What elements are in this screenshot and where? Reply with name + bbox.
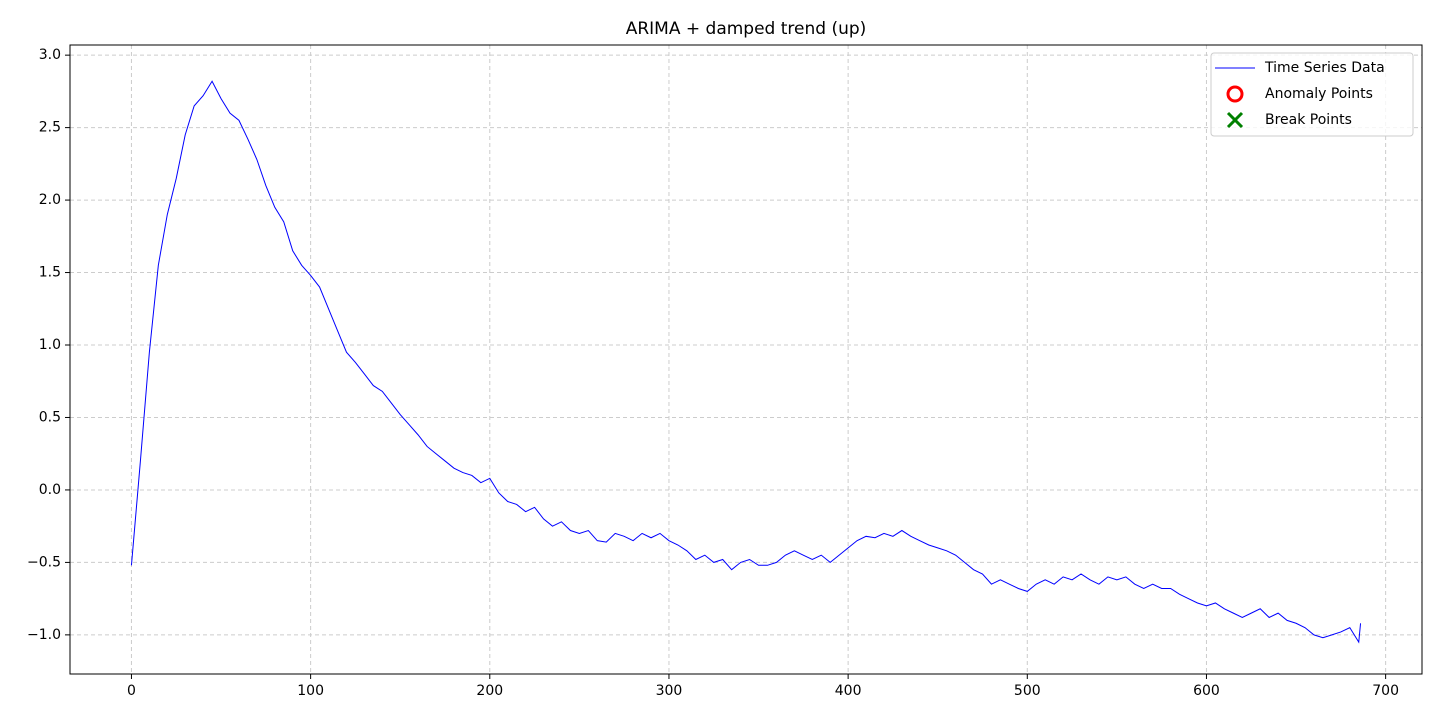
x-tick-label: 500 — [1014, 683, 1041, 699]
y-tick-label: −0.5 — [27, 554, 61, 570]
y-tick-label: 2.5 — [39, 120, 61, 136]
y-tick-label: 0.5 — [39, 409, 61, 425]
x-tick-label: 300 — [656, 683, 683, 699]
x-tick-label: 700 — [1372, 683, 1399, 699]
x-tick-label: 200 — [476, 683, 503, 699]
legend-box — [1210, 52, 1414, 137]
y-tick-label: 1.5 — [39, 265, 61, 281]
legend-label: Break Points — [1265, 112, 1352, 128]
legend-label: Anomaly Points — [1265, 86, 1373, 102]
y-tick-label: 0.0 — [39, 482, 61, 498]
x-tick-label: 600 — [1193, 683, 1220, 699]
legend-label: Time Series Data — [1264, 60, 1385, 76]
x-tick-label: 400 — [835, 683, 862, 699]
data-line — [130, 80, 1362, 644]
x-tick-label: 100 — [297, 683, 324, 699]
chart-title: ARIMA + damped trend (up) — [626, 19, 867, 39]
y-tick-label: 1.0 — [39, 337, 61, 353]
y-tick-label: −1.0 — [27, 627, 61, 643]
plot-frame — [69, 44, 1423, 675]
legend-marker — [1226, 85, 1244, 103]
y-tick-label: 2.0 — [39, 192, 61, 208]
legend-marker — [1226, 111, 1244, 129]
x-tick-label: 0 — [127, 683, 136, 699]
y-tick-label: 3.0 — [39, 47, 61, 63]
